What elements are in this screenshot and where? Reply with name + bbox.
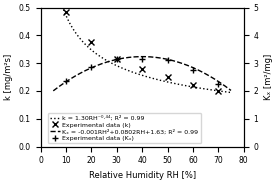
Experimental data (Kₓ) — [166, 59, 169, 62]
Kₓ = -0.001RH²+0.0802RH+1.63; R² = 0.99 — [213, 78, 217, 80]
Legend: k = 1.30RH⁻⁰·⁴⁴; R² = 0.99, Experimental data (k), Kₓ = -0.001RH²+0.0802RH+1.63;: k = 1.30RH⁻⁰·⁴⁴; R² = 0.99, Experimental… — [48, 113, 201, 144]
k = 1.30RH⁻⁰·⁴⁴; R² = 0.99 — [157, 79, 161, 81]
Y-axis label: k [mg/m²s]: k [mg/m²s] — [4, 54, 13, 100]
Experimental data (k) — [90, 41, 93, 43]
Y-axis label: Kₓ [m²/mg]: Kₓ [m²/mg] — [264, 54, 273, 100]
k = 1.30RH⁻⁰·⁴⁴; R² = 0.99 — [160, 80, 164, 82]
Experimental data (Kₓ) — [64, 80, 68, 82]
X-axis label: Relative Humidity RH [%]: Relative Humidity RH [%] — [89, 171, 196, 180]
Experimental data (Kₓ) — [140, 58, 144, 60]
Kₓ = -0.001RH²+0.0802RH+1.63; R² = 0.99 — [52, 90, 55, 92]
Experimental data (k) — [140, 68, 144, 70]
Experimental data (Kₓ) — [90, 66, 93, 68]
k = 1.30RH⁻⁰·⁴⁴; R² = 0.99 — [157, 79, 160, 81]
Kₓ = -0.001RH²+0.0802RH+1.63; R² = 0.99 — [229, 89, 233, 92]
Kₓ = -0.001RH²+0.0802RH+1.63; R² = 0.99 — [141, 56, 144, 58]
Line: Experimental data (Kₓ): Experimental data (Kₓ) — [63, 56, 222, 88]
Kₓ = -0.001RH²+0.0802RH+1.63; R² = 0.99 — [202, 72, 205, 74]
Experimental data (k) — [166, 76, 169, 78]
k = 1.30RH⁻⁰·⁴⁴; R² = 0.99 — [201, 88, 205, 90]
Kₓ = -0.001RH²+0.0802RH+1.63; R² = 0.99 — [161, 57, 164, 59]
Kₓ = -0.001RH²+0.0802RH+1.63; R² = 0.99 — [158, 57, 161, 59]
Experimental data (Kₓ) — [115, 58, 118, 60]
Experimental data (k) — [217, 90, 220, 92]
Experimental data (k) — [64, 11, 68, 13]
Kₓ = -0.001RH²+0.0802RH+1.63; R² = 0.99 — [52, 89, 55, 91]
Experimental data (k) — [191, 84, 194, 86]
Line: Experimental data (k): Experimental data (k) — [63, 9, 222, 94]
Experimental data (Kₓ) — [191, 69, 194, 71]
Experimental data (k) — [115, 58, 118, 60]
Kₓ = -0.001RH²+0.0802RH+1.63; R² = 0.99 — [157, 57, 161, 59]
k = 1.30RH⁻⁰·⁴⁴; R² = 0.99 — [229, 91, 233, 94]
k = 1.30RH⁻⁰·⁴⁴; R² = 0.99 — [213, 89, 216, 91]
Line: Kₓ = -0.001RH²+0.0802RH+1.63; R² = 0.99: Kₓ = -0.001RH²+0.0802RH+1.63; R² = 0.99 — [53, 57, 231, 91]
Line: k = 1.30RH⁻⁰·⁴⁴; R² = 0.99: k = 1.30RH⁻⁰·⁴⁴; R² = 0.99 — [53, 0, 231, 93]
Experimental data (Kₓ) — [217, 83, 220, 85]
